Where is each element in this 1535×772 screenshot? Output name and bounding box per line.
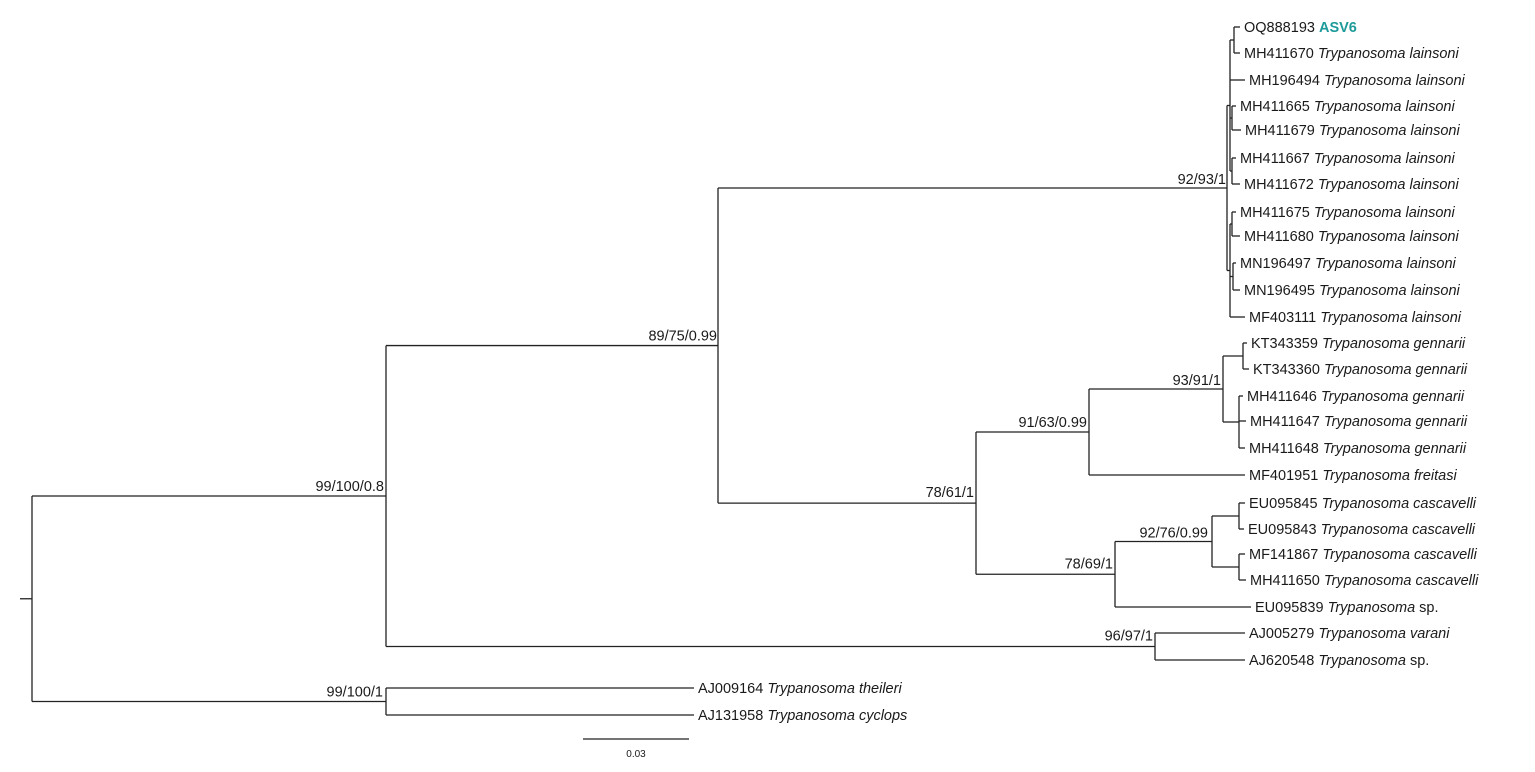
- tip-species: Trypanosoma gennarii: [1324, 362, 1468, 378]
- support-gennarii-clade: 93/91/1: [1173, 373, 1221, 389]
- tip-species: Trypanosoma lainsoni: [1315, 256, 1457, 272]
- tip-accession: EU095845: [1249, 496, 1322, 512]
- tip-accession: EU095843: [1248, 522, 1321, 538]
- tip-species: Trypanosoma gennarii: [1322, 336, 1466, 352]
- support-varani-sp: 96/97/1: [1105, 629, 1153, 645]
- tip-accession: MH411648: [1249, 441, 1323, 457]
- tip-label-MH411650: MH411650 Trypanosoma cascavelli: [1250, 573, 1479, 589]
- tip-label-MN196497: MN196497 Trypanosoma lainsoni: [1240, 256, 1457, 272]
- tip-accession: KT343359: [1251, 336, 1322, 352]
- tip-accession: MH411667: [1240, 151, 1314, 167]
- tip-label-MF141867: MF141867 Trypanosoma cascavelli: [1249, 547, 1478, 563]
- tip-accession: MN196497: [1240, 256, 1315, 272]
- tip-accession: MF401951: [1249, 468, 1322, 484]
- tip-accession: MH411647: [1250, 414, 1324, 430]
- tip-label-KT343360: KT343360 Trypanosoma gennarii: [1253, 362, 1468, 378]
- tip-accession: MH411675: [1240, 205, 1314, 221]
- tip-label-EU095843: EU095843 Trypanosoma cascavelli: [1248, 522, 1476, 538]
- tip-label-MH411646: MH411646 Trypanosoma gennarii: [1247, 389, 1465, 405]
- tip-accession: KT343360: [1253, 362, 1324, 378]
- support-outgroup: 99/100/1: [327, 685, 383, 701]
- tip-accession: MH411672: [1244, 177, 1318, 193]
- tip-suffix: sp.: [1406, 653, 1429, 669]
- tip-species: Trypanosoma lainsoni: [1318, 177, 1460, 193]
- tip-species: Trypanosoma lainsoni: [1314, 205, 1456, 221]
- tip-highlight: ASV6: [1319, 20, 1357, 36]
- tip-species: Trypanosoma lainsoni: [1319, 123, 1461, 139]
- tip-label-MF401951: MF401951 Trypanosoma freitasi: [1249, 468, 1457, 484]
- tip-accession: MH411665: [1240, 99, 1314, 115]
- tip-accession: AJ131958: [698, 708, 767, 724]
- tip-label-MH411648: MH411648 Trypanosoma gennarii: [1249, 441, 1467, 457]
- tip-species: Trypanosoma cascavelli: [1322, 496, 1477, 512]
- tip-accession: MN196495: [1244, 283, 1319, 299]
- tip-accession: AJ009164: [698, 681, 767, 697]
- tip-accession: MH411650: [1250, 573, 1324, 589]
- tip-species: Trypanosoma lainsoni: [1318, 46, 1460, 62]
- tip-species: Trypanosoma gennarii: [1321, 389, 1465, 405]
- tip-label-OQ888193: OQ888193 ASV6: [1244, 20, 1357, 36]
- support-values: 92/93/1 89/75/0.99 99/100/0.8 93/91/1 91/63/…: [315, 172, 1226, 701]
- tip-species: Trypanosoma gennarii: [1323, 441, 1467, 457]
- tip-species: Trypanosoma cyclops: [767, 708, 907, 724]
- tip-label-MH411647: MH411647 Trypanosoma gennarii: [1250, 414, 1468, 430]
- tip-suffix: sp.: [1415, 600, 1438, 616]
- tip-label-AJ131958: AJ131958 Trypanosoma cyclops: [698, 708, 907, 724]
- tip-accession: MH411680: [1244, 229, 1318, 245]
- support-lainsoni-gennarii-cascavelli: 89/75/0.99: [648, 329, 717, 345]
- tip-label-MH411665: MH411665 Trypanosoma lainsoni: [1240, 99, 1455, 115]
- tip-species: Trypanosoma lainsoni: [1320, 310, 1462, 326]
- scale-bar-label: 0.03: [626, 749, 646, 760]
- tip-label-MH411667: MH411667 Trypanosoma lainsoni: [1240, 151, 1455, 167]
- tip-label-MH411670: MH411670 Trypanosoma lainsoni: [1244, 46, 1459, 62]
- tip-species: Trypanosoma lainsoni: [1318, 229, 1460, 245]
- tip-accession: AJ620548: [1249, 653, 1318, 669]
- support-gennarii-freitasi: 91/63/0.99: [1018, 415, 1087, 431]
- tip-accession: MH411679: [1245, 123, 1319, 139]
- tip-accession: MF403111: [1249, 310, 1320, 326]
- tip-label-EU095845: EU095845 Trypanosoma cascavelli: [1249, 496, 1477, 512]
- tip-species: Trypanosoma cascavelli: [1322, 547, 1477, 563]
- support-cascavelli-clade: 92/76/0.99: [1139, 526, 1208, 542]
- tip-species: Trypanosoma cascavelli: [1324, 573, 1479, 589]
- tree-branches: [20, 26, 1251, 716]
- tip-label-MH411679: MH411679 Trypanosoma lainsoni: [1245, 123, 1460, 139]
- tip-species: Trypanosoma theileri: [767, 681, 902, 697]
- tip-species: Trypanosoma freitasi: [1322, 468, 1457, 484]
- tip-accession: MF141867: [1249, 547, 1322, 563]
- tip-label-MH411672: MH411672 Trypanosoma lainsoni: [1244, 177, 1459, 193]
- tip-accession: OQ888193: [1244, 20, 1319, 36]
- support-cascavelli-sp: 78/69/1: [1065, 556, 1113, 572]
- support-lainsoni-clade: 92/93/1: [1178, 172, 1226, 188]
- tip-label-MH411675: MH411675 Trypanosoma lainsoni: [1240, 205, 1455, 221]
- tip-species: Trypanosoma lainsoni: [1319, 283, 1461, 299]
- tip-accession: MH411670: [1244, 46, 1318, 62]
- tip-label-AJ009164: AJ009164 Trypanosoma theileri: [698, 681, 902, 697]
- support-ingroup: 99/100/0.8: [315, 479, 384, 495]
- tip-species: Trypanosoma lainsoni: [1314, 151, 1456, 167]
- tip-species: Trypanosoma lainsoni: [1324, 73, 1466, 89]
- tip-species: Trypanosoma: [1318, 653, 1406, 669]
- tip-label-EU095839: EU095839 Trypanosoma sp.: [1255, 600, 1439, 616]
- tip-accession: MH411646: [1247, 389, 1321, 405]
- support-gennarii-cascavelli: 78/61/1: [926, 485, 974, 501]
- tip-label-MN196495: MN196495 Trypanosoma lainsoni: [1244, 283, 1461, 299]
- tip-species: Trypanosoma: [1328, 600, 1416, 616]
- tip-accession: AJ005279: [1249, 626, 1318, 642]
- tip-label-AJ620548: AJ620548 Trypanosoma sp.: [1249, 653, 1429, 669]
- tip-species: Trypanosoma varani: [1318, 626, 1450, 642]
- tip-label-MH196494: MH196494 Trypanosoma lainsoni: [1249, 73, 1466, 89]
- tip-label-MF403111: MF403111 Trypanosoma lainsoni: [1249, 310, 1462, 326]
- tip-species: Trypanosoma gennarii: [1324, 414, 1468, 430]
- tip-accession: EU095839: [1255, 600, 1328, 616]
- tip-species: Trypanosoma cascavelli: [1321, 522, 1476, 538]
- tip-species: Trypanosoma lainsoni: [1314, 99, 1456, 115]
- tip-accession: MH196494: [1249, 73, 1324, 89]
- tip-label-AJ005279: AJ005279 Trypanosoma varani: [1249, 626, 1450, 642]
- scale-bar: 0.03: [583, 738, 689, 760]
- tip-label-KT343359: KT343359 Trypanosoma gennarii: [1251, 336, 1466, 352]
- tip-label-MH411680: MH411680 Trypanosoma lainsoni: [1244, 229, 1459, 245]
